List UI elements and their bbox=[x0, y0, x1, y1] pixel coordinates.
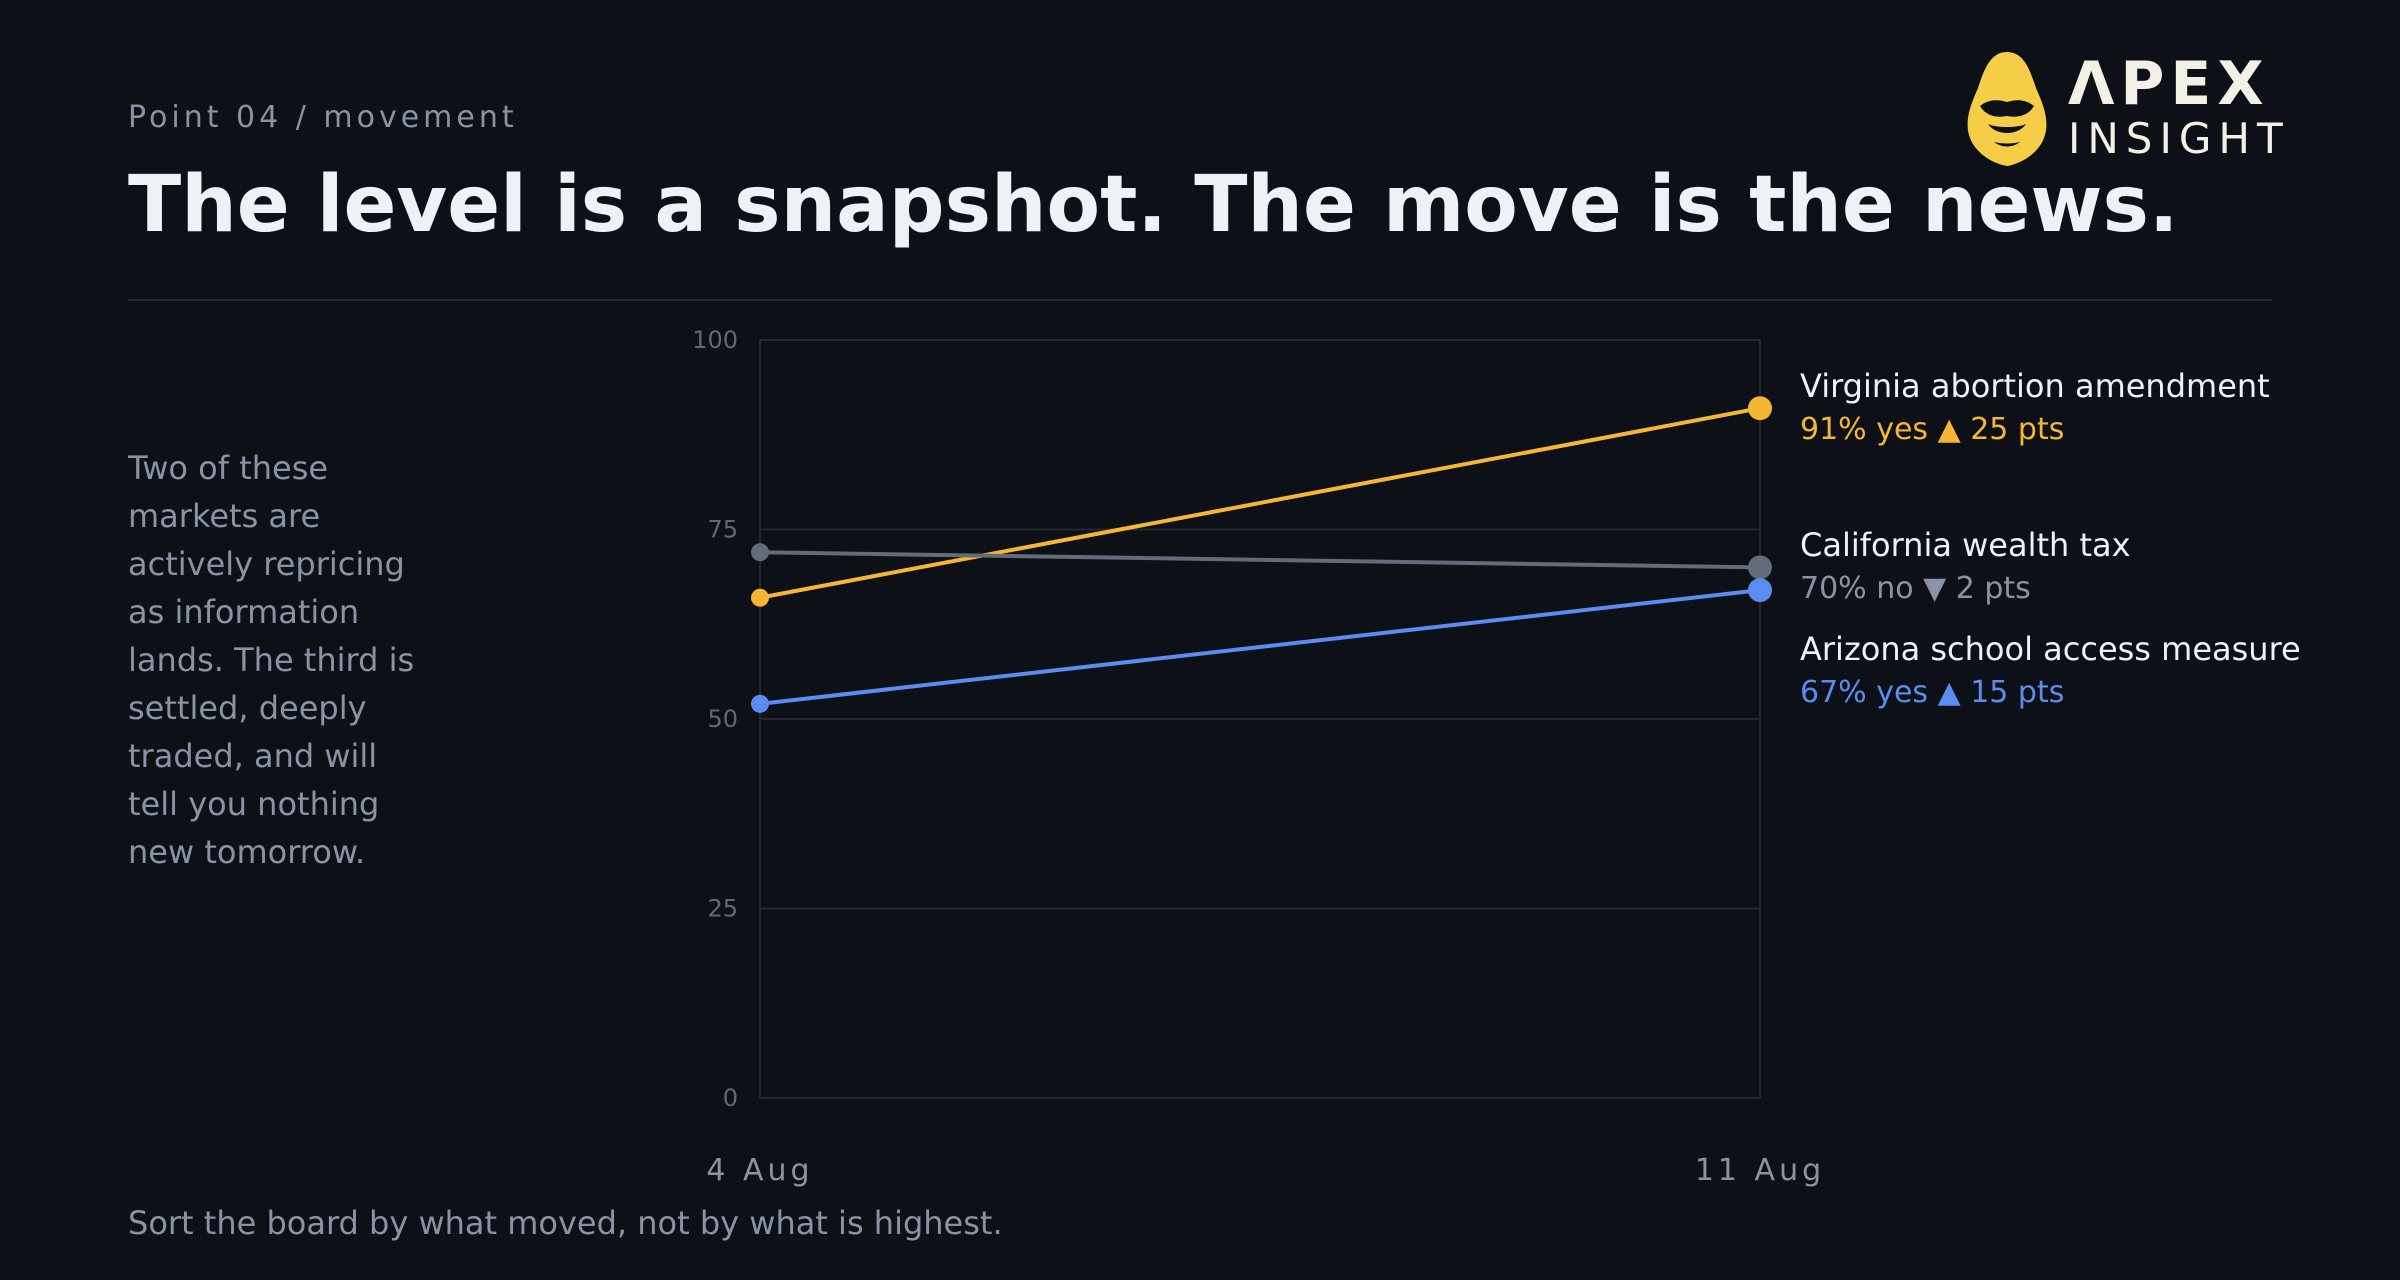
x-tick-label: 4 Aug bbox=[706, 1153, 813, 1188]
logo-subtitle: INSIGHT bbox=[2068, 114, 2290, 163]
logo: ΛPEX INSIGHT bbox=[1964, 48, 2284, 172]
series-annotation: 91% yes ▲ 25 pts bbox=[1800, 412, 2065, 448]
commentary-text: Two of these markets are actively repric… bbox=[128, 449, 415, 871]
data-point bbox=[751, 588, 769, 607]
y-tick-label: 25 bbox=[707, 895, 738, 923]
y-tick-label: 50 bbox=[707, 705, 738, 733]
series-name: California wealth tax bbox=[1800, 526, 2131, 565]
footer-note: Sort the board by what moved, not by wha… bbox=[128, 1204, 1003, 1242]
y-tick-label: 0 bbox=[723, 1084, 738, 1112]
hooded-figure-icon bbox=[1967, 52, 2047, 166]
series-line bbox=[758, 588, 1762, 706]
divider bbox=[128, 299, 2272, 301]
y-tick-label: 75 bbox=[707, 516, 738, 544]
data-point bbox=[1748, 578, 1772, 603]
logo-wordmark: ΛPEX bbox=[2068, 49, 2270, 119]
data-point bbox=[1748, 396, 1772, 421]
data-point bbox=[751, 694, 769, 713]
series-label: Virginia abortion amendment 91% yes ▲ 25 … bbox=[1800, 364, 2270, 452]
y-tick-label: 100 bbox=[692, 326, 738, 354]
data-point bbox=[1748, 555, 1772, 580]
series-label: Arizona school access measure 67% yes ▲ 1… bbox=[1800, 627, 2301, 715]
x-tick-label: 11 Aug bbox=[1695, 1153, 1825, 1188]
series-name: Virginia abortion amendment bbox=[1800, 367, 2270, 406]
series-line bbox=[758, 406, 1762, 600]
series-label: California wealth tax 70% no ▼ 2 pts bbox=[1800, 523, 2131, 611]
data-point bbox=[751, 543, 769, 562]
headline: The level is a snapshot. The move is the… bbox=[128, 160, 2179, 250]
series-line bbox=[758, 550, 1762, 570]
series-name: Arizona school access measure bbox=[1800, 630, 2301, 669]
series-annotation: 67% yes ▲ 15 pts bbox=[1800, 675, 2065, 711]
kicker: Point 04 / movement bbox=[128, 100, 518, 135]
series-annotation: 70% no ▼ 2 pts bbox=[1800, 571, 2031, 607]
